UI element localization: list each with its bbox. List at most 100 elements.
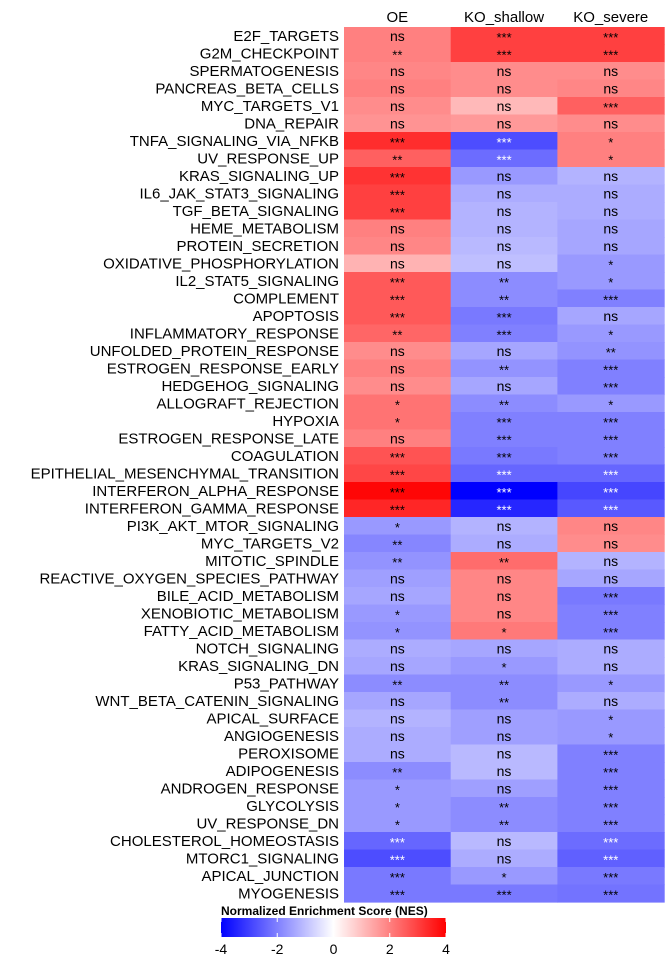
significance-label: * [395, 397, 400, 412]
row-label: REACTIVE_OXYGEN_SPECIES_PATHWAY [39, 570, 339, 587]
heatmap-cell [450, 657, 558, 676]
significance-label: *** [603, 800, 618, 815]
significance-label: ns [603, 518, 618, 534]
row-label: ADIPOGENESIS [226, 763, 339, 780]
significance-label: ns [497, 833, 512, 849]
significance-label: ns [497, 115, 512, 131]
heatmap-cell [557, 132, 665, 151]
heatmap-cell [557, 184, 665, 203]
row-label: UV_RESPONSE_UP [197, 150, 339, 167]
heatmap-cell [450, 149, 558, 168]
colorbar-title: Normalized Enrichment Score (NES) [221, 904, 428, 918]
row-label: CHOLESTEROL_HOMEOSTASIS [110, 833, 339, 850]
row-label: PI3K_AKT_MTOR_SIGNALING [127, 518, 339, 535]
row-label: PANCREAS_BETA_CELLS [155, 80, 339, 97]
heatmap-cell [450, 587, 558, 606]
significance-label: *** [390, 292, 405, 307]
heatmap-cell [344, 377, 452, 396]
significance-label: *** [603, 30, 618, 45]
heatmap-cell [344, 639, 452, 658]
significance-label: *** [390, 187, 405, 202]
significance-label: ns [497, 220, 512, 236]
row-label: COMPLEMENT [233, 290, 339, 307]
significance-label: ns [497, 168, 512, 184]
heatmap-cell [450, 324, 558, 343]
significance-label: ns [390, 693, 405, 709]
significance-label: ns [497, 518, 512, 534]
significance-label: *** [603, 450, 618, 465]
heatmap-cell [450, 832, 558, 851]
heatmap-cell [557, 517, 665, 536]
significance-label: *** [390, 467, 405, 482]
significance-label: ns [390, 115, 405, 131]
significance-label: *** [496, 30, 511, 45]
heatmap-cell [450, 97, 558, 116]
heatmap-cell [344, 254, 452, 273]
heatmap-cell [557, 149, 665, 168]
heatmap-cell [557, 342, 665, 361]
heatmap-cell [450, 622, 558, 641]
row-label: IL6_JAK_STAT3_SIGNALING [139, 185, 339, 202]
significance-label: *** [603, 870, 618, 885]
heatmap-cell [450, 569, 558, 588]
heatmap-cell [450, 534, 558, 553]
significance-label: ns [497, 850, 512, 866]
heatmap-cell [344, 289, 452, 308]
heatmap-cell [557, 867, 665, 886]
significance-label: ns [390, 28, 405, 44]
row-label: HEME_METABOLISM [190, 220, 339, 237]
significance-label: *** [496, 467, 511, 482]
significance-label: ns [497, 255, 512, 271]
heatmap-cell [557, 727, 665, 746]
heatmap-cell [450, 797, 558, 816]
significance-label: ns [497, 763, 512, 779]
significance-label: ns [390, 80, 405, 96]
significance-label: *** [390, 275, 405, 290]
significance-label: *** [603, 747, 618, 762]
significance-label: *** [496, 327, 511, 342]
heatmap-cell [557, 552, 665, 571]
significance-label: ns [497, 588, 512, 604]
row-label: INFLAMMATORY_RESPONSE [130, 325, 339, 342]
row-label: MYOGENESIS [238, 885, 339, 902]
heatmap-cell [450, 44, 558, 63]
significance-label: ns [497, 570, 512, 586]
significance-label: * [395, 415, 400, 430]
row-label: GLYCOLYSIS [246, 798, 339, 815]
significance-label: ** [392, 537, 402, 552]
significance-label: *** [390, 450, 405, 465]
heatmap-cell [450, 517, 558, 536]
significance-label: ** [499, 677, 509, 692]
row-label: UV_RESPONSE_DN [196, 815, 339, 832]
significance-label: *** [603, 625, 618, 640]
heatmap-cell [344, 709, 452, 728]
heatmap-cell [344, 832, 452, 851]
significance-label: *** [496, 135, 511, 150]
significance-label: *** [496, 502, 511, 517]
heatmap-cell [344, 884, 452, 903]
heatmap-cell [557, 412, 665, 431]
heatmap-cell [450, 184, 558, 203]
heatmap-cell [557, 447, 665, 466]
heatmap-cell [344, 62, 452, 81]
significance-label: ** [499, 397, 509, 412]
heatmap-cell [557, 324, 665, 343]
significance-label: ns [497, 728, 512, 744]
heatmap-cell [344, 447, 452, 466]
significance-label: *** [603, 362, 618, 377]
heatmap-cell [450, 359, 558, 378]
heatmap-cell [450, 552, 558, 571]
heatmap-cell [557, 639, 665, 658]
significance-label: *** [603, 765, 618, 780]
column-header-ko_shallow: KO_shallow [464, 9, 544, 26]
row-label: MYC_TARGETS_V1 [201, 98, 339, 115]
heatmap-cell [344, 429, 452, 448]
significance-label: ns [390, 63, 405, 79]
heatmap-cell [557, 657, 665, 676]
significance-label: *** [603, 502, 618, 517]
significance-label: ns [497, 238, 512, 254]
heatmap-cell [344, 272, 452, 291]
row-label: APICAL_SURFACE [206, 710, 339, 727]
column-header-oe: OE [387, 9, 409, 26]
heatmap-cell [450, 289, 558, 308]
